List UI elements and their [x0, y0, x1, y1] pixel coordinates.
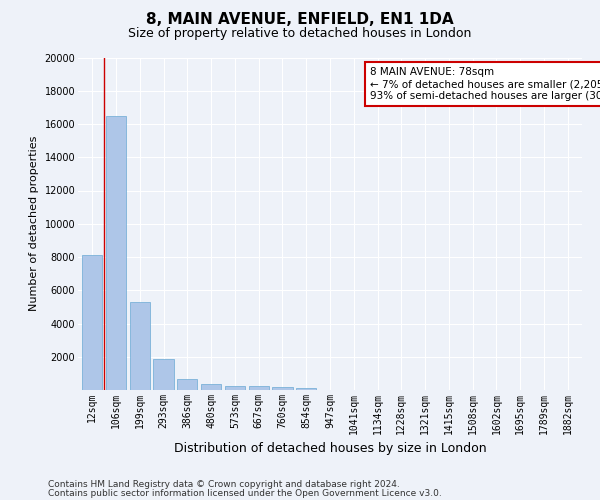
X-axis label: Distribution of detached houses by size in London: Distribution of detached houses by size … [173, 442, 487, 455]
Text: 8, MAIN AVENUE, ENFIELD, EN1 1DA: 8, MAIN AVENUE, ENFIELD, EN1 1DA [146, 12, 454, 28]
Bar [272, 387, 293, 390]
Bar [201, 384, 221, 390]
Text: Size of property relative to detached houses in London: Size of property relative to detached ho… [128, 28, 472, 40]
Bar [154, 359, 173, 390]
Y-axis label: Number of detached properties: Number of detached properties [29, 136, 39, 312]
Bar [225, 386, 245, 390]
Text: Contains HM Land Registry data © Crown copyright and database right 2024.: Contains HM Land Registry data © Crown c… [48, 480, 400, 489]
Bar [248, 386, 269, 390]
Text: 8 MAIN AVENUE: 78sqm
← 7% of detached houses are smaller (2,205)
93% of semi-det: 8 MAIN AVENUE: 78sqm ← 7% of detached ho… [370, 68, 600, 100]
Bar [130, 302, 150, 390]
Bar [177, 379, 197, 390]
Text: Contains public sector information licensed under the Open Government Licence v3: Contains public sector information licen… [48, 489, 442, 498]
Bar [296, 388, 316, 390]
Bar [106, 116, 126, 390]
Bar [82, 256, 103, 390]
